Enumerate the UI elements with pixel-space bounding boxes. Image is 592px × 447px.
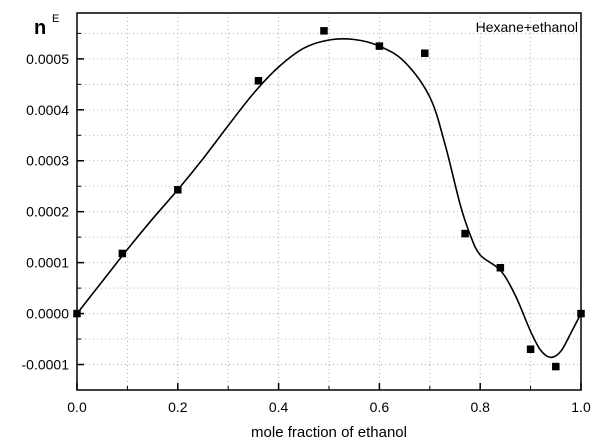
legend-label: Hexane+ethanol bbox=[476, 19, 578, 35]
data-points-layer bbox=[73, 27, 585, 371]
x-tick-label: 0.2 bbox=[168, 399, 188, 415]
data-point-marker bbox=[496, 263, 505, 272]
data-point-marker bbox=[526, 345, 535, 353]
y-tick-label: 0.0002 bbox=[26, 204, 69, 220]
data-point-marker bbox=[461, 229, 469, 238]
data-point-marker bbox=[375, 42, 384, 50]
data-point-marker bbox=[118, 249, 127, 258]
y-axis-label: n bbox=[34, 17, 46, 39]
data-point-marker bbox=[552, 362, 560, 371]
y-tick-label: 0.0001 bbox=[26, 255, 69, 271]
y-tick-label: -0.0001 bbox=[22, 357, 70, 373]
fit-curve-line bbox=[76, 38, 582, 359]
y-axis-label-superscript: E bbox=[52, 13, 59, 25]
tick-label-layer: 0.0 0.2 0.4 0.6 0.8 1.0 -0.0001 0.0000 0.0001 0.0… bbox=[22, 51, 591, 415]
data-point-marker bbox=[174, 186, 182, 194]
y-tick-label: 0.0004 bbox=[26, 102, 69, 118]
x-axis-label: mole fraction of ethanol bbox=[251, 424, 407, 441]
y-tick-label: 0.0000 bbox=[26, 306, 69, 322]
data-point-marker bbox=[254, 77, 263, 85]
x-tick-label: 0.8 bbox=[470, 399, 490, 415]
x-tick-label: 0.4 bbox=[269, 399, 289, 415]
data-point-marker bbox=[421, 49, 429, 57]
x-tick-label: 1.0 bbox=[571, 399, 591, 415]
data-point-marker bbox=[320, 27, 328, 35]
x-tick-label: 0.0 bbox=[67, 399, 87, 415]
fit-curve-layer bbox=[76, 38, 582, 359]
x-tick-label: 0.6 bbox=[370, 399, 390, 415]
grid-layer bbox=[77, 13, 581, 390]
tick-layer bbox=[76, 32, 582, 390]
y-tick-label: 0.0003 bbox=[26, 153, 69, 169]
y-tick-label: 0.0005 bbox=[26, 51, 69, 67]
